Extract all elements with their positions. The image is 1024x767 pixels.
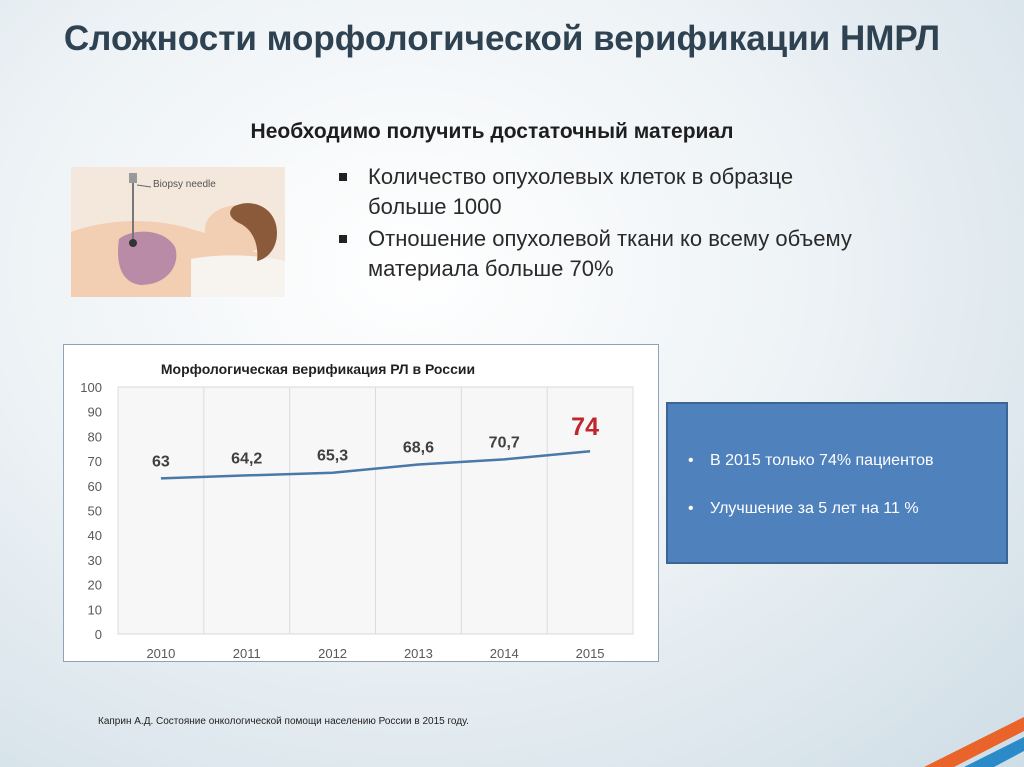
bullet-dot-icon: • [688,452,694,469]
highlighted-data-label: 74 [571,413,599,441]
x-tick-label: 2014 [490,646,519,661]
data-label: 70,7 [489,434,520,451]
page-subtitle: Необходимо получить достаточный материал [250,120,734,143]
biopsy-illustration: Biopsy needle [71,167,285,297]
summary-item-text: Улучшение за 5 лет на 11 % [710,500,919,517]
y-tick-label: 100 [80,380,102,395]
y-tick-label: 90 [88,405,102,420]
line-chart: Морфологическая верификация РЛ в России … [80,361,634,661]
biopsy-illustration-drawing [71,173,285,297]
y-tick-label: 60 [88,479,102,494]
y-axis-ticks: 0 10 20 30 40 50 60 70 80 90 100 [80,380,102,642]
list-item: Количество опухолевых клеток в образце б… [336,162,856,222]
illustration-label: Biopsy needle [153,179,216,190]
data-labels: 63 64,2 65,3 68,6 70,7 74 [152,413,599,470]
list-item-text: Количество опухолевых клеток в образце б… [368,164,794,219]
summary-item: • В 2015 только 74% пациентов [688,452,933,470]
series-line-group [160,449,591,480]
summary-item: • Улучшение за 5 лет на 11 % [688,500,919,518]
requirements-list: Количество опухолевых клеток в образце б… [336,162,856,286]
list-item: Отношение опухолевой ткани ко всему объе… [336,224,856,284]
x-tick-label: 2013 [404,646,433,661]
x-tick-label: 2012 [318,646,347,661]
y-tick-label: 30 [88,553,102,568]
y-tick-label: 70 [88,454,102,469]
data-label: 65,3 [317,448,348,465]
gridlines [117,387,634,634]
data-label: 64,2 [231,450,262,467]
y-tick-label: 50 [88,504,102,519]
list-item-text: Отношение опухолевой ткани ко всему объе… [368,226,852,281]
source-citation: Каприн А.Д. Состояние онкологической пом… [98,716,469,727]
chart-title: Морфологическая верификация РЛ в России [161,361,475,377]
y-tick-label: 80 [88,429,102,444]
summary-box: • В 2015 только 74% пациентов • Улучшение … [666,402,1008,564]
data-label: 63 [152,453,170,470]
y-tick-label: 40 [88,528,102,543]
y-tick-label: 20 [88,578,102,593]
square-bullet-icon [339,235,347,243]
x-tick-label: 2011 [233,646,261,661]
y-tick-label: 10 [88,602,102,617]
x-tick-label: 2015 [576,646,605,661]
y-tick-label: 0 [95,627,102,642]
x-tick-label: 2010 [146,646,175,661]
series-line [160,449,591,480]
x-axis-ticks: 2010 2011 2012 2013 2014 2015 [146,646,604,661]
chart-panel: Морфологическая верификация РЛ в России … [63,344,659,662]
data-label: 68,6 [403,440,434,457]
bullet-dot-icon: • [688,500,694,517]
page-title: Сложности морфологической верификации НМ… [63,19,941,58]
square-bullet-icon [339,173,347,181]
decorative-stripes [924,717,1024,767]
summary-item-text: В 2015 только 74% пациентов [710,452,934,469]
